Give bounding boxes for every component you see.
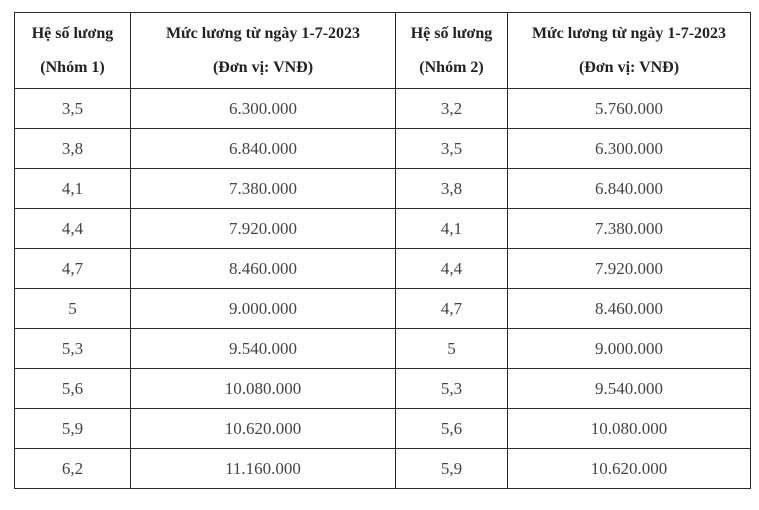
cell-coefficient-group1: 6,2 [14,448,131,489]
header-salary-group1-line2: (Đơn vị: VNĐ) [212,58,314,76]
table-row: 4,4 7.920.000 4,1 7.380.000 [14,208,751,249]
header-coefficient-group2-line2: (Nhóm 2) [419,58,484,76]
cell-coefficient-group1: 5,3 [14,328,131,369]
cell-coefficient-group1: 5,6 [14,368,131,409]
cell-salary-group2: 7.380.000 [507,208,751,249]
cell-coefficient-group2: 5,6 [395,408,508,449]
header-coefficient-group2: Hệ số lương (Nhóm 2) [395,12,508,89]
table-row: 5 9.000.000 4,7 8.460.000 [14,288,751,329]
cell-salary-group1: 11.160.000 [130,448,396,489]
cell-salary-group1: 10.080.000 [130,368,396,409]
salary-table-header: Hệ số lương (Nhóm 1) Mức lương từ ngày 1… [14,12,751,89]
cell-salary-group1: 6.300.000 [130,88,396,129]
header-coefficient-group2-line1: Hệ số lương [410,24,493,42]
cell-salary-group2: 7.920.000 [507,248,751,289]
table-row: 5,9 10.620.000 5,6 10.080.000 [14,408,751,449]
cell-coefficient-group2: 5,3 [395,368,508,409]
cell-salary-group2: 9.000.000 [507,328,751,369]
header-salary-group2-line2: (Đơn vị: VNĐ) [578,58,680,76]
header-salary-group2: Mức lương từ ngày 1-7-2023 (Đơn vị: VNĐ) [507,12,751,89]
table-row: 6,2 11.160.000 5,9 10.620.000 [14,448,751,489]
cell-salary-group1: 8.460.000 [130,248,396,289]
cell-salary-group1: 6.840.000 [130,128,396,169]
table-row: 4,1 7.380.000 3,8 6.840.000 [14,168,751,209]
header-coefficient-group1-line2: (Nhóm 1) [40,58,105,76]
cell-coefficient-group2: 5,9 [395,448,508,489]
cell-coefficient-group2: 4,4 [395,248,508,289]
cell-coefficient-group2: 3,5 [395,128,508,169]
salary-table-body: 3,5 6.300.000 3,2 5.760.000 3,8 6.840.000 3,5 6… [14,88,751,489]
cell-salary-group2: 10.620.000 [507,448,751,489]
table-row: 3,8 6.840.000 3,5 6.300.000 [14,128,751,169]
table-row: 4,7 8.460.000 4,4 7.920.000 [14,248,751,289]
cell-coefficient-group1: 5 [14,288,131,329]
cell-salary-group2: 9.540.000 [507,368,751,409]
cell-coefficient-group2: 3,2 [395,88,508,129]
cell-salary-group1: 9.540.000 [130,328,396,369]
cell-coefficient-group1: 4,4 [14,208,131,249]
header-coefficient-group1: Hệ số lương (Nhóm 1) [14,12,131,89]
cell-salary-group1: 7.920.000 [130,208,396,249]
cell-salary-group1: 10.620.000 [130,408,396,449]
table-row: 5,6 10.080.000 5,3 9.540.000 [14,368,751,409]
cell-salary-group2: 6.300.000 [507,128,751,169]
table-row: 3,5 6.300.000 3,2 5.760.000 [14,88,751,129]
header-coefficient-group1-line1: Hệ số lương [31,24,114,42]
salary-table: Hệ số lương (Nhóm 1) Mức lương từ ngày 1… [14,12,751,489]
cell-salary-group2: 5.760.000 [507,88,751,129]
cell-salary-group2: 8.460.000 [507,288,751,329]
cell-coefficient-group1: 5,9 [14,408,131,449]
cell-salary-group2: 6.840.000 [507,168,751,209]
header-row: Hệ số lương (Nhóm 1) Mức lương từ ngày 1… [14,12,751,89]
cell-coefficient-group2: 4,1 [395,208,508,249]
cell-coefficient-group2: 3,8 [395,168,508,209]
cell-coefficient-group1: 3,5 [14,88,131,129]
table-row: 5,3 9.540.000 5 9.000.000 [14,328,751,369]
header-salary-group1: Mức lương từ ngày 1-7-2023 (Đơn vị: VNĐ) [130,12,396,89]
header-salary-group1-line1: Mức lương từ ngày 1-7-2023 [165,24,361,42]
cell-coefficient-group2: 5 [395,328,508,369]
cell-coefficient-group1: 4,1 [14,168,131,209]
cell-salary-group1: 9.000.000 [130,288,396,329]
cell-salary-group2: 10.080.000 [507,408,751,449]
cell-coefficient-group1: 4,7 [14,248,131,289]
cell-salary-group1: 7.380.000 [130,168,396,209]
header-salary-group2-line1: Mức lương từ ngày 1-7-2023 [531,24,727,42]
cell-coefficient-group2: 4,7 [395,288,508,329]
cell-coefficient-group1: 3,8 [14,128,131,169]
